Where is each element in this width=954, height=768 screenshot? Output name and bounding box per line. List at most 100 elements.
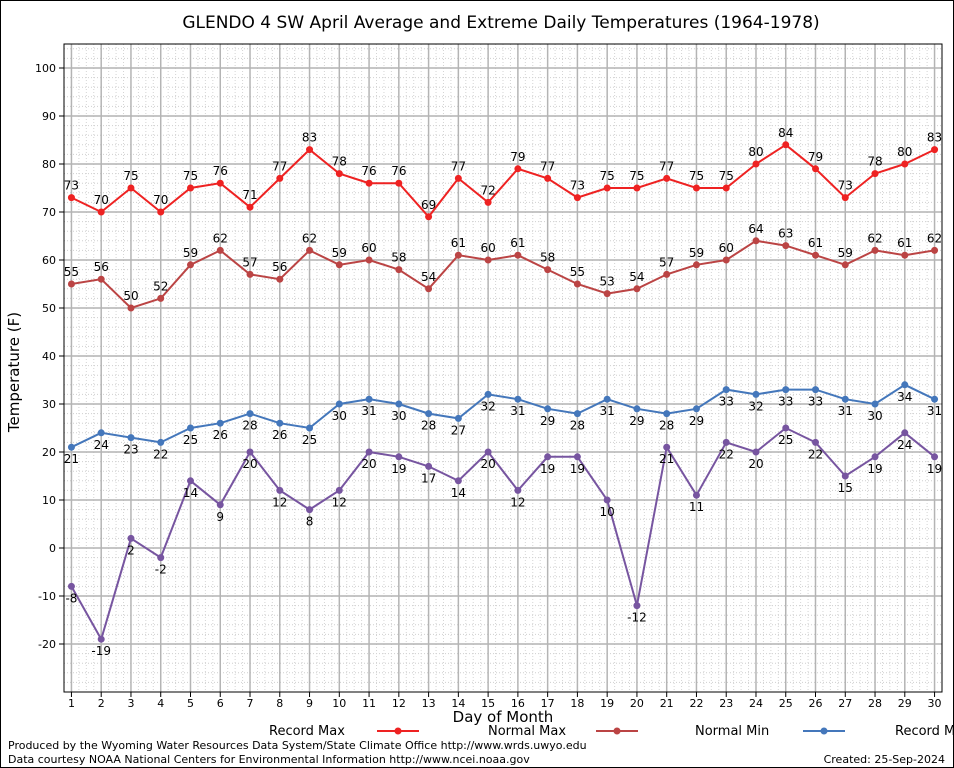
normal-max-data-label: 54 xyxy=(421,270,436,284)
record-max-point xyxy=(157,208,165,216)
x-tick-label: 23 xyxy=(719,697,733,710)
normal-min-data-label: 26 xyxy=(213,428,228,442)
record-max-point xyxy=(425,213,433,221)
record-min-point xyxy=(901,429,909,437)
normal-min-point xyxy=(603,395,611,403)
legend-marker-normal-max xyxy=(613,727,621,735)
x-tick-label: 2 xyxy=(98,697,105,710)
record-min-data-label: 20 xyxy=(480,457,495,471)
normal-min-data-label: 33 xyxy=(778,395,793,409)
normal-min-point xyxy=(544,405,552,413)
record-max-point xyxy=(692,184,700,192)
record-min-data-label: 25 xyxy=(778,433,793,447)
normal-max-data-label: 55 xyxy=(570,265,585,279)
normal-min-point xyxy=(841,395,849,403)
x-tick-label: 29 xyxy=(898,697,912,710)
record-min-point xyxy=(752,448,760,456)
footer-produced-by: Produced by the Wyoming Water Resources … xyxy=(8,739,587,752)
record-min-data-label: 22 xyxy=(808,447,823,461)
record-max-point xyxy=(97,208,105,216)
record-max-point xyxy=(306,146,314,154)
record-max-data-label: 75 xyxy=(600,169,615,183)
normal-max-point xyxy=(901,251,909,259)
normal-max-point xyxy=(157,294,165,302)
record-max-data-label: 77 xyxy=(540,159,555,173)
record-min-data-label: 9 xyxy=(216,510,224,524)
record-min-point xyxy=(603,496,611,504)
normal-max-point xyxy=(454,251,462,259)
normal-min-point xyxy=(573,410,581,418)
normal-max-point xyxy=(127,304,135,312)
x-tick-label: 27 xyxy=(838,697,852,710)
record-min-point xyxy=(395,453,403,461)
y-tick-label: 40 xyxy=(42,350,56,363)
record-min-data-label: 14 xyxy=(451,486,466,500)
record-min-data-label: 22 xyxy=(719,447,734,461)
record-max-point xyxy=(573,194,581,202)
y-tick-label: 50 xyxy=(42,302,56,315)
record-min-point xyxy=(782,424,790,432)
record-max-point xyxy=(871,170,879,178)
normal-min-point xyxy=(871,400,879,408)
record-max-data-label: 71 xyxy=(242,188,257,202)
record-min-point xyxy=(97,635,105,643)
normal-max-data-label: 64 xyxy=(748,222,763,236)
normal-max-point xyxy=(186,261,194,269)
normal-min-data-label: 31 xyxy=(510,404,525,418)
record-min-data-label: 17 xyxy=(421,471,436,485)
record-min-point xyxy=(365,448,373,456)
record-max-point xyxy=(484,198,492,206)
y-tick-label: 0 xyxy=(49,542,56,555)
normal-max-point xyxy=(246,270,254,278)
record-min-data-label: 20 xyxy=(361,457,376,471)
x-tick-label: 28 xyxy=(868,697,882,710)
normal-max-point xyxy=(335,261,343,269)
plot-border xyxy=(63,43,943,693)
record-max-point xyxy=(633,184,641,192)
y-tick-label: 100 xyxy=(35,62,56,75)
record-min-data-label: 8 xyxy=(306,515,314,529)
record-max-data-label: 80 xyxy=(748,145,763,159)
normal-min-point xyxy=(484,390,492,398)
record-min-data-label: 19 xyxy=(570,462,585,476)
record-max-point xyxy=(752,160,760,168)
normal-max-point xyxy=(365,256,373,264)
normal-min-point xyxy=(306,424,314,432)
record-max-point xyxy=(67,194,75,202)
x-tick-label: 10 xyxy=(332,697,346,710)
record-max-point xyxy=(544,174,552,182)
normal-min-point xyxy=(692,405,700,413)
normal-min-data-label: 31 xyxy=(927,404,942,418)
legend: Record Max Normal Max Normal Min Record Min xyxy=(269,724,953,739)
record-max-data-label: 83 xyxy=(927,131,942,145)
record-max-data-label: 75 xyxy=(123,169,138,183)
record-max-data-label: 76 xyxy=(213,164,228,178)
record-max-data-label: 78 xyxy=(867,155,882,169)
normal-max-point xyxy=(484,256,492,264)
x-tick-label: 11 xyxy=(362,697,376,710)
x-tick-label: 6 xyxy=(217,697,224,710)
record-max-point xyxy=(931,146,939,154)
normal-min-data-label: 27 xyxy=(451,423,466,437)
normal-max-point xyxy=(663,270,671,278)
normal-max-data-label: 57 xyxy=(659,255,674,269)
normal-max-data-label: 61 xyxy=(808,236,823,250)
normal-max-point xyxy=(782,242,790,250)
record-max-point xyxy=(186,184,194,192)
normal-min-point xyxy=(633,405,641,413)
y-tick-label: 70 xyxy=(42,206,56,219)
normal-min-point xyxy=(216,419,224,427)
record-min-data-label: 2 xyxy=(127,543,135,557)
normal-min-data-label: 28 xyxy=(570,419,585,433)
legend-label-record-max: Record Max xyxy=(269,724,345,739)
normal-max-point xyxy=(395,266,403,274)
x-tick-label: 4 xyxy=(157,697,164,710)
x-tick-label: 13 xyxy=(422,697,436,710)
record-min-point xyxy=(573,453,581,461)
normal-max-data-label: 56 xyxy=(272,260,287,274)
normal-max-data-label: 55 xyxy=(64,265,79,279)
x-tick-label: 7 xyxy=(247,697,254,710)
record-max-data-label: 79 xyxy=(510,150,525,164)
